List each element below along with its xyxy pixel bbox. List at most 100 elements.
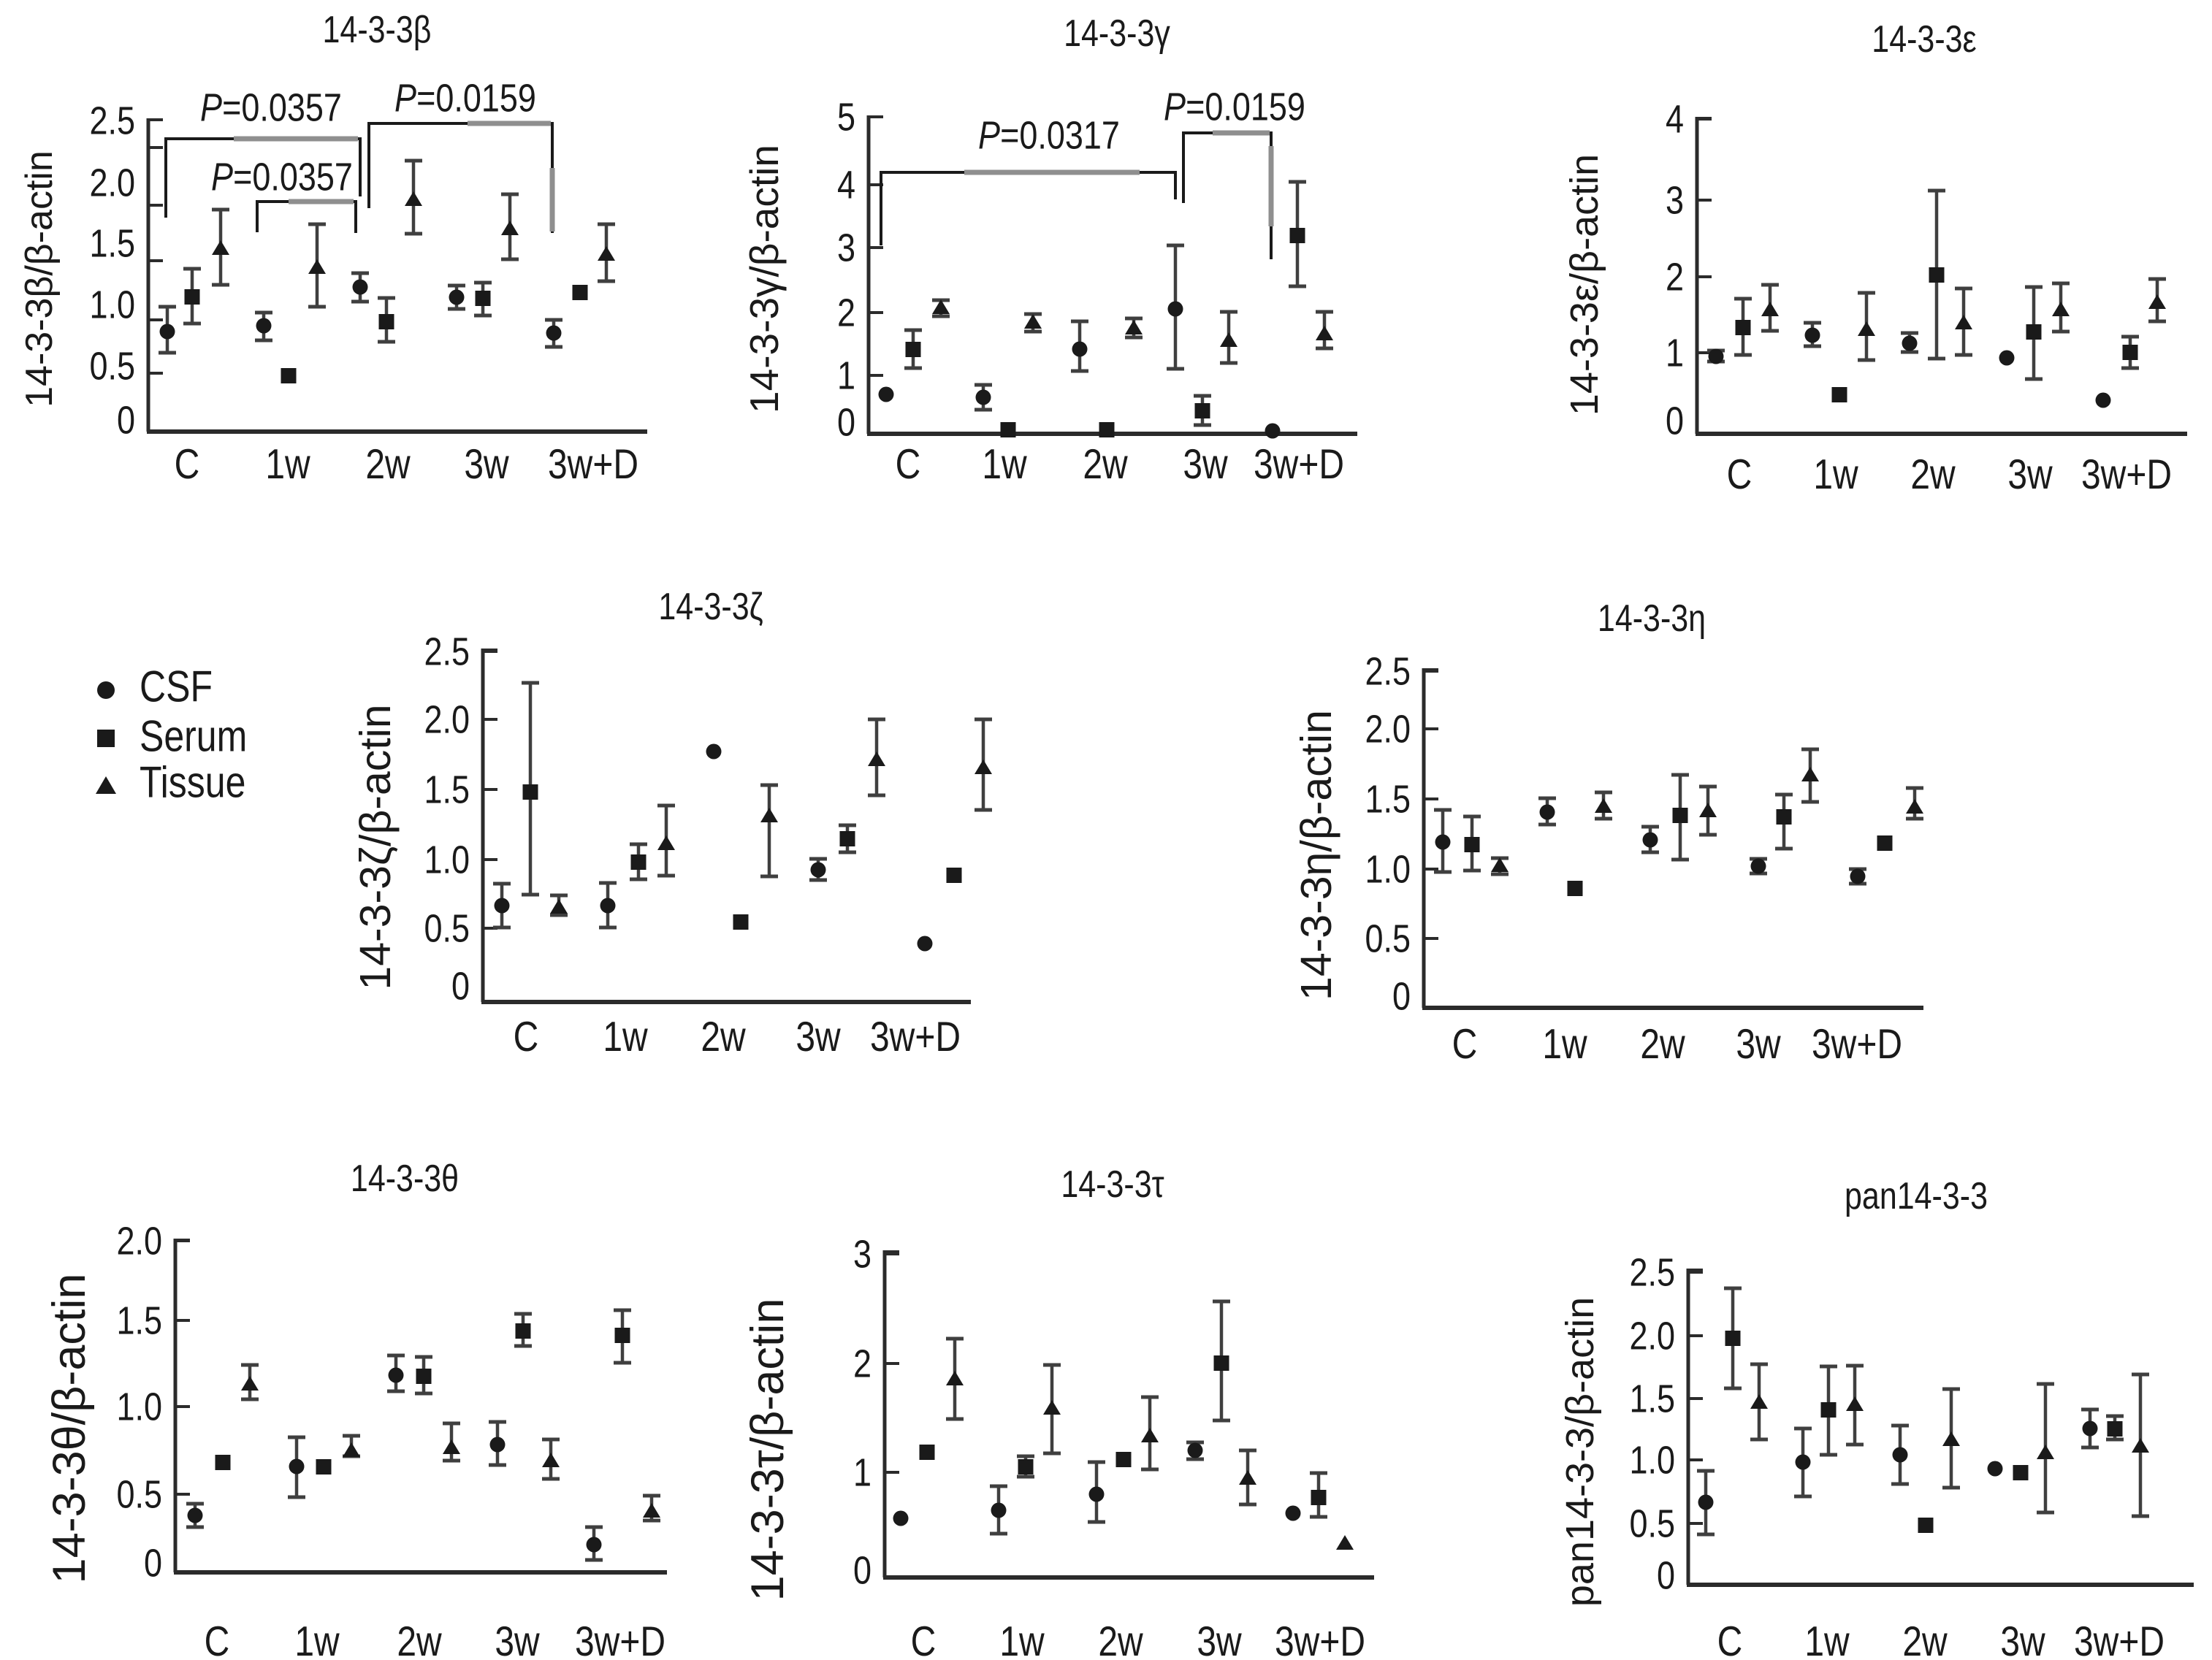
svg-text:3w+D: 3w+D <box>1254 441 1344 488</box>
svg-text:3: 3 <box>1666 178 1684 223</box>
svg-text:3w: 3w <box>2000 1618 2045 1660</box>
svg-text:Tissue: Tissue <box>140 757 245 806</box>
svg-text:pan14-3-3/β-actin: pan14-3-3/β-actin <box>1558 1297 1602 1607</box>
svg-text:C: C <box>1717 1618 1743 1660</box>
svg-text:1.0: 1.0 <box>424 838 470 882</box>
svg-text:4: 4 <box>1666 97 1684 142</box>
svg-text:3w+D: 3w+D <box>575 1618 665 1660</box>
svg-text:0: 0 <box>144 1541 162 1586</box>
svg-text:2w: 2w <box>701 1014 746 1060</box>
svg-text:C: C <box>1727 451 1753 498</box>
svg-text:3w: 3w <box>1736 1021 1781 1068</box>
svg-text:14-3-3ε: 14-3-3ε <box>1872 18 1976 61</box>
svg-text:1.5: 1.5 <box>424 768 470 812</box>
svg-text:1w: 1w <box>603 1014 648 1060</box>
svg-text:1: 1 <box>837 353 855 398</box>
svg-text:14-3-3θ: 14-3-3θ <box>351 1158 459 1200</box>
svg-text:2.0: 2.0 <box>1629 1314 1675 1358</box>
svg-text:P=0.0357: P=0.0357 <box>211 155 353 199</box>
svg-text:CSF: CSF <box>140 662 213 711</box>
svg-text:P=0.0159: P=0.0159 <box>394 76 536 121</box>
svg-text:2w: 2w <box>1902 1618 1948 1660</box>
svg-text:1.5: 1.5 <box>89 221 135 266</box>
svg-text:0: 0 <box>1657 1553 1675 1598</box>
svg-text:1w: 1w <box>294 1618 340 1660</box>
svg-text:14-3-3ζ: 14-3-3ζ <box>658 586 763 628</box>
svg-text:2w: 2w <box>1640 1021 1685 1068</box>
svg-text:3w+D: 3w+D <box>2081 451 2172 498</box>
svg-text:14-3-3ε/β-actin: 14-3-3ε/β-actin <box>1563 154 1606 416</box>
svg-text:3w: 3w <box>1183 441 1228 488</box>
svg-text:3w+D: 3w+D <box>1275 1618 1365 1660</box>
svg-text:3w: 3w <box>796 1014 841 1060</box>
svg-text:14-3-3ζ/β-actin: 14-3-3ζ/β-actin <box>351 704 400 990</box>
svg-text:0: 0 <box>1666 399 1684 443</box>
svg-text:3w+D: 3w+D <box>548 441 638 488</box>
svg-text:2.5: 2.5 <box>89 99 135 143</box>
svg-text:Serum: Serum <box>140 711 247 760</box>
svg-text:3: 3 <box>837 226 855 270</box>
svg-text:14-3-3η/β-actin: 14-3-3η/β-actin <box>1292 710 1340 1001</box>
svg-text:1w: 1w <box>999 1618 1045 1660</box>
svg-text:P=0.0159: P=0.0159 <box>1164 85 1305 129</box>
svg-text:pan14-3-3: pan14-3-3 <box>1845 1175 1988 1217</box>
svg-text:1.0: 1.0 <box>1365 847 1411 892</box>
svg-text:1w: 1w <box>1813 451 1858 498</box>
svg-text:2.0: 2.0 <box>116 1219 162 1263</box>
svg-text:2w: 2w <box>365 441 411 488</box>
svg-text:C: C <box>911 1618 937 1660</box>
svg-text:C: C <box>1452 1021 1478 1068</box>
svg-text:2w: 2w <box>1083 441 1128 488</box>
svg-text:4: 4 <box>837 163 855 207</box>
svg-text:3w+D: 3w+D <box>1812 1021 1902 1068</box>
svg-text:1w: 1w <box>1542 1021 1587 1068</box>
svg-text:2.0: 2.0 <box>424 697 470 742</box>
svg-text:5: 5 <box>837 95 855 139</box>
svg-text:0: 0 <box>837 400 855 445</box>
svg-text:1.0: 1.0 <box>1629 1438 1675 1483</box>
svg-text:0: 0 <box>117 398 135 443</box>
svg-text:2.5: 2.5 <box>424 630 470 674</box>
svg-text:P=0.0317: P=0.0317 <box>978 113 1120 158</box>
svg-text:14-3-3γ/β-actin: 14-3-3γ/β-actin <box>741 145 787 413</box>
svg-text:2: 2 <box>853 1342 872 1386</box>
svg-text:14-3-3θ/β-actin: 14-3-3θ/β-actin <box>44 1274 95 1584</box>
svg-text:2: 2 <box>1666 255 1684 299</box>
svg-text:3: 3 <box>853 1232 872 1277</box>
svg-text:0: 0 <box>1392 974 1411 1019</box>
svg-text:1.0: 1.0 <box>116 1385 162 1429</box>
svg-text:1: 1 <box>1666 331 1684 375</box>
svg-text:14-3-3η: 14-3-3η <box>1598 597 1706 640</box>
svg-text:2w: 2w <box>1910 451 1956 498</box>
svg-text:P=0.0357: P=0.0357 <box>200 85 342 130</box>
svg-text:1.5: 1.5 <box>1365 777 1411 822</box>
svg-text:1w: 1w <box>1804 1618 1850 1660</box>
svg-text:3w+D: 3w+D <box>870 1014 961 1060</box>
svg-text:14-3-3τ/β-actin: 14-3-3τ/β-actin <box>742 1298 793 1602</box>
svg-text:0.5: 0.5 <box>1365 917 1411 961</box>
svg-text:C: C <box>205 1618 230 1660</box>
svg-text:14-3-3γ: 14-3-3γ <box>1064 12 1170 55</box>
svg-text:C: C <box>175 441 200 488</box>
svg-text:14-3-3β/β-actin: 14-3-3β/β-actin <box>18 150 61 408</box>
svg-text:14-3-3τ: 14-3-3τ <box>1061 1163 1164 1206</box>
svg-text:1w: 1w <box>265 441 310 488</box>
svg-text:1w: 1w <box>982 441 1027 488</box>
svg-text:2w: 2w <box>397 1618 442 1660</box>
svg-text:1: 1 <box>853 1450 872 1495</box>
svg-text:3w: 3w <box>495 1618 540 1660</box>
svg-text:C: C <box>896 441 921 488</box>
svg-text:0.5: 0.5 <box>1629 1502 1675 1546</box>
svg-text:0: 0 <box>853 1548 872 1593</box>
svg-text:2: 2 <box>837 291 855 335</box>
svg-text:2.0: 2.0 <box>89 161 135 205</box>
svg-text:2w: 2w <box>1098 1618 1143 1660</box>
svg-text:0.5: 0.5 <box>424 906 470 951</box>
svg-text:1.0: 1.0 <box>89 283 135 327</box>
svg-text:3w: 3w <box>1197 1618 1242 1660</box>
svg-text:0.5: 0.5 <box>116 1472 162 1517</box>
svg-text:1.5: 1.5 <box>116 1298 162 1343</box>
svg-text:14-3-3β: 14-3-3β <box>322 9 431 51</box>
svg-text:1.5: 1.5 <box>1629 1377 1675 1421</box>
svg-text:3w+D: 3w+D <box>2074 1618 2165 1660</box>
